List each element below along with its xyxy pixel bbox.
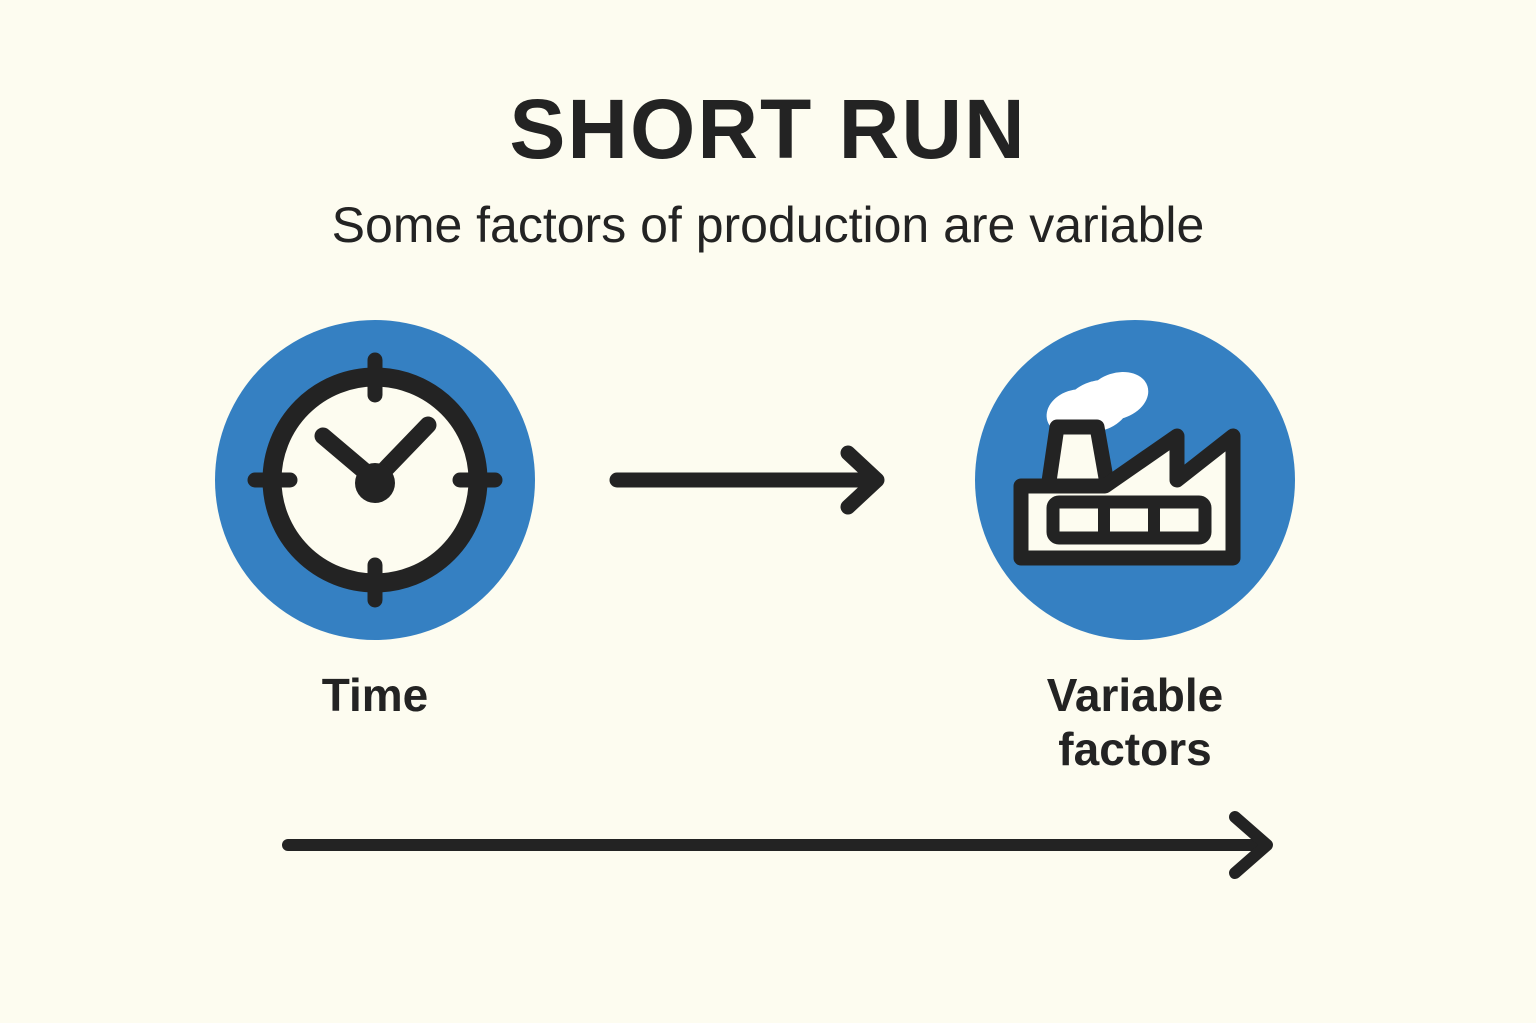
clock-icon: [247, 352, 503, 608]
item-variable-factors: Variable factors: [925, 320, 1345, 776]
right-arrow-icon: [609, 445, 885, 515]
label-line-1: Variable: [1046, 669, 1224, 721]
variable-factors-icon-circle: [975, 320, 1295, 640]
item-time-label: Time: [321, 669, 429, 721]
time-icon-circle: [215, 320, 535, 640]
timeline-arrow-icon: [282, 811, 1273, 879]
timeline-arrow: [280, 805, 1290, 885]
item-variable-factors-label: Variable factors: [925, 668, 1345, 776]
middle-arrow: [605, 440, 895, 520]
page-title: SHORT RUN: [509, 82, 1027, 176]
page-subtitle: Some factors of production are variable: [331, 197, 1205, 253]
item-time: Time: [165, 320, 585, 722]
label-line-2: factors: [1058, 723, 1212, 775]
factory-windows: [1046, 495, 1212, 545]
factory-icon: [1013, 371, 1241, 566]
